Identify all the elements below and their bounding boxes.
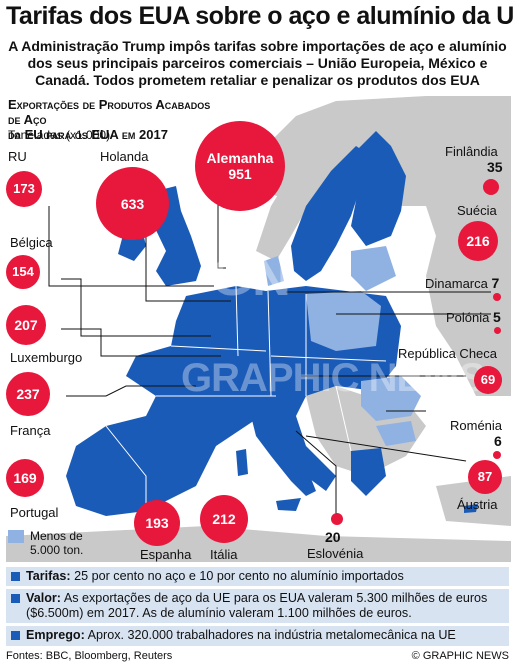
cyprus: [464, 504, 478, 513]
norway: [256, 116, 376, 261]
legend: Menos de 5.000 ton.: [8, 529, 105, 557]
label-holanda: Holanda: [100, 149, 149, 164]
value-finlandia-text: 35: [487, 159, 503, 175]
greece: [351, 448, 386, 496]
copyright: © GRAPHIC NEWS: [411, 650, 509, 662]
label-italia: Itália: [210, 547, 238, 562]
value-espanha: 193: [145, 515, 169, 531]
value-romenia: 6: [494, 433, 502, 449]
bubble-luxemburgo: 207: [6, 305, 46, 345]
label-finlandia: Finlândia: [445, 144, 498, 159]
label-romenia: Roménia: [450, 418, 503, 433]
bubble-finlandia: [483, 179, 499, 195]
bubble-alemanha: Alemanha 951: [195, 121, 285, 211]
value-ru: 173: [13, 181, 35, 196]
label-polonia: Polónia 5: [446, 309, 501, 325]
value-italia: 212: [212, 511, 236, 527]
bubble-suecia: 216: [458, 221, 498, 261]
info-tarifas: Tarifas: 25 por cento no aço e 10 por ce…: [6, 567, 509, 586]
label-ru: RU: [8, 149, 27, 164]
value-belgica: 154: [12, 264, 34, 279]
label-austria: Áustria: [457, 497, 498, 512]
label-eslovenia: Eslovénia: [307, 546, 364, 561]
bulgaria: [376, 421, 416, 446]
section-title: Exportações de Produtos Acabados de Aço …: [8, 97, 223, 142]
label-franca: França: [10, 423, 51, 438]
legend-swatch: [8, 530, 24, 543]
info-valor-label: Valor:: [26, 591, 61, 605]
subtitle: A Administração Trump impôs tarifas sobr…: [8, 38, 507, 88]
value-eslovenia-wrap: 20: [325, 529, 341, 545]
info-valor-text: As exportações de aço da UE para os EUA …: [26, 591, 488, 620]
bubble-eslovenia: [331, 513, 343, 525]
info-tarifas-text: 25 por cento no aço e 10 por cento no al…: [74, 569, 404, 583]
map-svg: [6, 96, 511, 562]
bubble-austria: 87: [468, 460, 502, 494]
value-austria: 87: [477, 469, 493, 484]
info-tarifas-label: Tarifas:: [26, 569, 71, 583]
value-finlandia: 35: [487, 159, 503, 175]
bubble-italia: 212: [200, 495, 248, 543]
value-eslovenia: 20: [325, 529, 341, 545]
label-polonia-name: Polónia: [446, 310, 490, 325]
watermark-logo: GN: [211, 247, 291, 307]
bubble-portugal: 169: [6, 459, 44, 497]
label-dinamarca-name: Dinamarca: [425, 276, 488, 291]
value-romenia-wrap: 6: [494, 433, 502, 449]
label-belgica: Bélgica: [10, 235, 53, 250]
finland: [351, 131, 406, 246]
info-valor: Valor: As exportações de aço da UE para …: [6, 589, 509, 623]
units-label: Toneladas (x1.000): [8, 128, 111, 142]
label-espanha: Espanha: [140, 547, 192, 562]
borders: [105, 285, 387, 511]
watermark-text: GRAPHIC NEWS: [181, 356, 486, 400]
sources: Fontes: BBC, Bloomberg, Reuters: [6, 650, 173, 662]
value-polonia: 5: [493, 309, 501, 325]
value-alemanha: 951: [228, 166, 252, 182]
leader-lines: [48, 186, 491, 519]
label-rep-checa: República Checa: [398, 346, 498, 361]
bubble-romenia: [493, 451, 501, 459]
label-alemanha: Alemanha: [206, 150, 274, 166]
info-emprego: Emprego: Aprox. 320.000 trabalhadores na…: [6, 626, 509, 646]
denmark: [264, 256, 284, 286]
value-holanda: 633: [120, 195, 145, 212]
value-suecia: 216: [466, 233, 490, 249]
poland: [306, 291, 381, 351]
non-eu-land-africa: [6, 526, 511, 562]
label-dinamarca: Dinamarca 7: [425, 275, 499, 291]
sweden: [291, 146, 371, 281]
section-title-line1: Exportações de Produtos Acabados de Aço: [8, 97, 211, 127]
bubble-polonia: [494, 327, 501, 334]
label-portugal: Portugal: [10, 505, 59, 520]
footer: Fontes: BBC, Bloomberg, Reuters © GRAPHI…: [6, 650, 509, 662]
bubble-dinamarca: [493, 293, 501, 301]
romania: [361, 376, 421, 421]
bubble-rep-checa: 69: [474, 366, 502, 394]
italy: [251, 414, 316, 496]
info-emprego-text: Aprox. 320.000 trabalhadores na indústri…: [87, 628, 456, 642]
bubble-holanda: 633: [96, 167, 169, 240]
section-title-line2: da EU para os EUA em 2017: [8, 127, 168, 142]
value-rep-checa: 69: [480, 372, 496, 387]
info-bullet: [11, 594, 20, 603]
bubble-franca: 237: [6, 372, 50, 416]
sardinia: [236, 449, 248, 476]
bubble-espanha: 193: [134, 500, 180, 546]
value-portugal: 169: [13, 470, 37, 486]
value-dinamarca: 7: [491, 275, 500, 291]
info-bullet: [11, 572, 20, 581]
page-title: Tarifas dos EUA sobre o aço e alumínio d…: [6, 2, 515, 30]
legend-label: Menos de 5.000 ton.: [30, 529, 84, 557]
bubble-belgica: 154: [6, 255, 40, 289]
label-suecia: Suécia: [457, 203, 497, 218]
sicily: [276, 498, 301, 511]
info-bullet: [11, 631, 20, 640]
label-luxemburgo: Luxemburgo: [10, 350, 83, 365]
baltics: [351, 246, 396, 291]
value-franca: 237: [16, 386, 40, 402]
info-emprego-label: Emprego:: [26, 628, 85, 642]
value-luxemburgo: 207: [14, 317, 38, 333]
bubble-ru: 173: [6, 171, 42, 207]
